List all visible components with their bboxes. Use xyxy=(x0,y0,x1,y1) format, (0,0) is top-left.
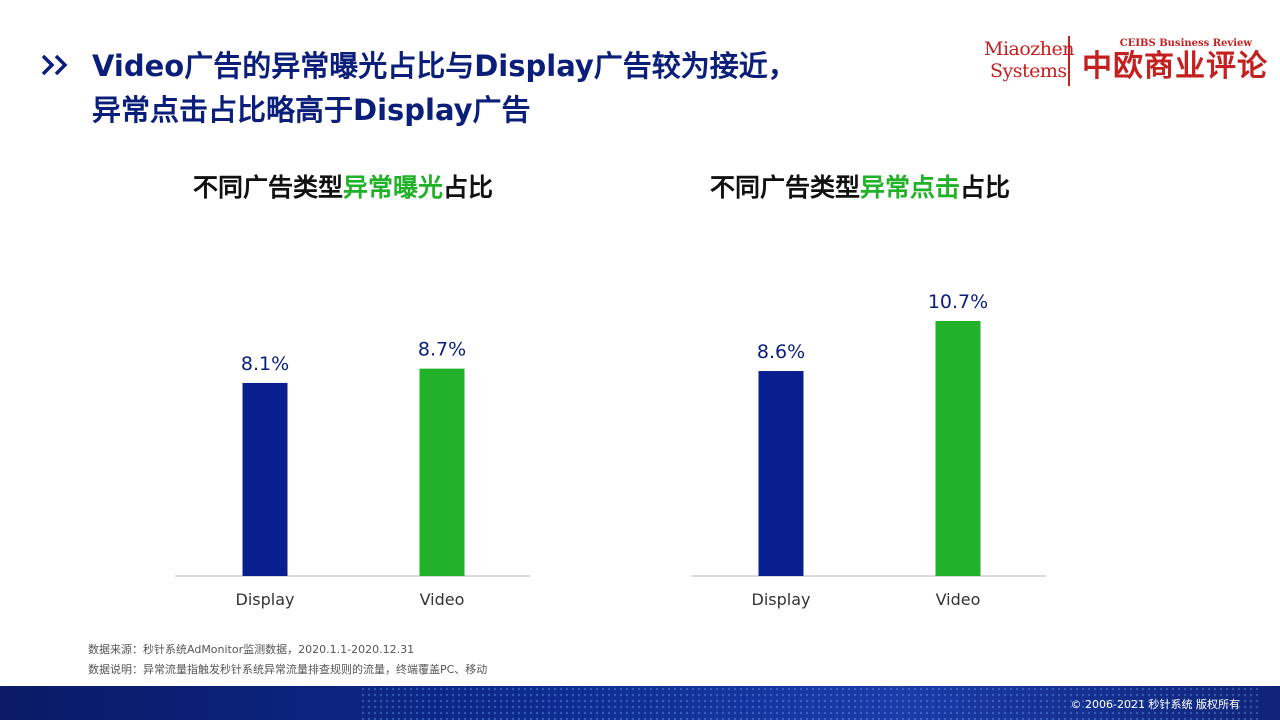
data-source-note: 数据来源：秒针系统AdMonitor监测数据，2020.1.1-2020.12.… xyxy=(88,643,415,656)
data-explanation-note: 数据说明：异常流量指触发秒针系统异常流量排查规则的流量，终端覆盖PC、移动 xyxy=(88,663,488,676)
chart-title-suffix: 占比 xyxy=(443,173,494,202)
chart-title-prefix: 不同广告类型 xyxy=(193,173,344,202)
data-label-video: 10.7% xyxy=(928,291,988,313)
click-bar-chart: 8.6% Display 10.7% Video xyxy=(691,291,1046,609)
data-notes: 数据来源：秒针系统AdMonitor监测数据，2020.1.1-2020.12.… xyxy=(88,640,487,680)
chart-title-highlight: 异常曝光 xyxy=(343,173,444,202)
chart-title-prefix: 不同广告类型 xyxy=(710,173,861,202)
page-title: Video广告的异常曝光占比与Display广告较为接近， 异常点击占比略高于D… xyxy=(92,44,912,132)
bar-display xyxy=(758,371,804,576)
ceibs-logo-english: CEIBS Business Review xyxy=(1119,38,1252,49)
miaozhen-logo-line-1: Miaozhen xyxy=(984,38,1075,60)
exposure-bar-chart: 8.1% Display 8.7% Video xyxy=(175,339,530,609)
category-label-video: Video xyxy=(420,590,465,609)
chart-title-highlight: 异常点击 xyxy=(860,173,961,202)
ceibs-logo: CEIBS Business Review 中欧商业评论 xyxy=(1082,38,1268,84)
page-title-line-1: Video广告的异常曝光占比与Display广告较为接近， xyxy=(92,49,797,83)
copyright-text: © 2006-2021 秒针系统 版权所有 xyxy=(1070,698,1240,711)
category-label-video: Video xyxy=(936,590,981,609)
page-title-line-2: 异常点击占比略高于Display广告 xyxy=(92,93,531,127)
chart-title-click: 不同广告类型异常点击占比 xyxy=(710,168,1010,204)
footer-dot-pattern xyxy=(360,686,1260,720)
category-label-display: Display xyxy=(236,590,295,609)
logo-divider xyxy=(1068,36,1070,86)
chart-title-suffix: 占比 xyxy=(960,173,1011,202)
footer-bar: © 2006-2021 秒针系统 版权所有 xyxy=(0,686,1280,720)
data-label-video: 8.7% xyxy=(418,339,466,361)
data-label-display: 8.6% xyxy=(757,341,805,363)
bar-video xyxy=(935,320,981,576)
chart-title-exposure: 不同广告类型异常曝光占比 xyxy=(193,168,493,204)
double-chevron-icon xyxy=(41,54,68,76)
category-label-display: Display xyxy=(752,590,811,609)
bar-video xyxy=(419,368,465,576)
miaozhen-logo-line-2: Systems xyxy=(990,60,1067,82)
ceibs-logo-chinese: 中欧商业评论 xyxy=(1082,49,1268,84)
miaozhen-logo: Miaozhen Systems xyxy=(984,38,1075,82)
bar-display xyxy=(242,382,288,576)
data-label-display: 8.1% xyxy=(241,353,289,375)
